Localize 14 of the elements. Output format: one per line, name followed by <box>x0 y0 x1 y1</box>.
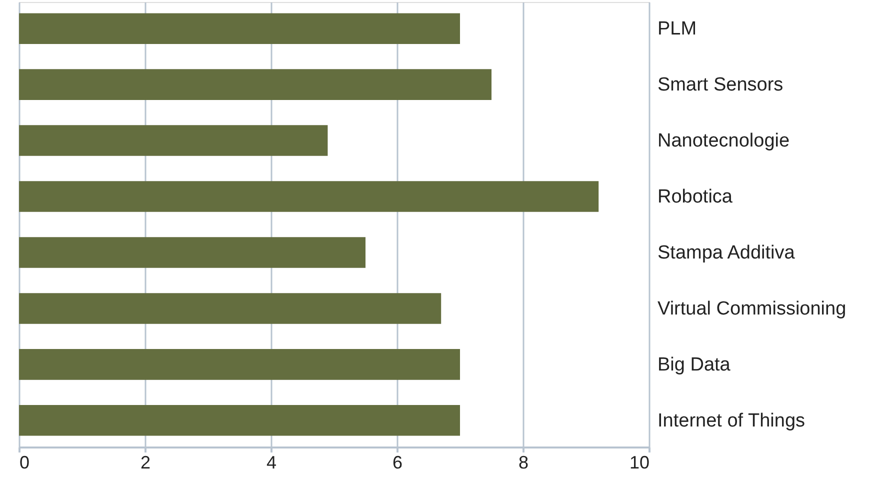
x-tick-label: 8 <box>518 452 529 472</box>
x-tick-label: 2 <box>140 452 151 472</box>
x-tick-label: 10 <box>629 452 650 472</box>
y-tick-label: PLM <box>658 18 697 40</box>
y-tick-label: Stampa Additiva <box>658 242 796 264</box>
y-tick-label: Smart Sensors <box>658 74 784 96</box>
y-tick-label: Nanotecnologie <box>658 130 790 152</box>
y-tick-label: Internet of Things <box>658 410 806 432</box>
x-tick-label: 6 <box>392 452 403 472</box>
y-tick-label: Robotica <box>658 186 733 208</box>
x-tick-label: 4 <box>266 452 277 472</box>
x-tick-label: 0 <box>20 452 30 472</box>
y-tick-label: Big Data <box>658 354 731 376</box>
y-tick-label: Virtual Commissioning <box>658 298 846 320</box>
